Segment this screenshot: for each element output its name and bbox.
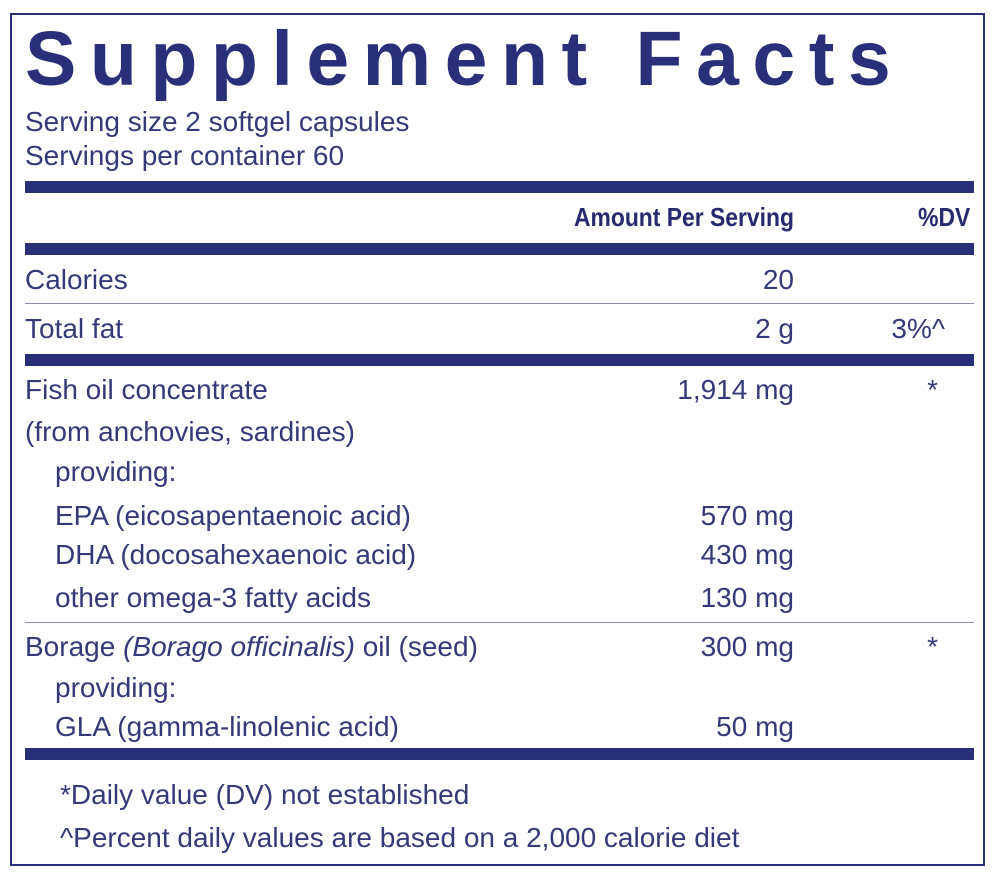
row-fish-oil-dv: * [927, 374, 938, 405]
row-calories-amount: 20 [762, 264, 794, 295]
row-providing: providing: [55, 672, 177, 703]
borage-latin-name: (Borago officinalis) [123, 631, 355, 662]
footnote-percent: ^Percent daily values are based on a 2,0… [60, 822, 740, 853]
row-fish-oil-name: Fish oil concentrate [25, 374, 268, 405]
header-dv: %DV [917, 202, 970, 232]
divider-thick [25, 181, 974, 193]
divider-thick [25, 243, 974, 255]
row-omega3-amount: 130 mg [700, 582, 794, 613]
row-dha-name: DHA (docosahexaenoic acid) [55, 539, 417, 570]
row-providing: providing: [55, 456, 177, 487]
row-calories-name: Calories [25, 264, 128, 295]
divider-thin [25, 303, 974, 304]
row-total-fat-amount: 2 g [755, 313, 794, 344]
row-fish-oil-source: (from anchovies, sardines) [25, 416, 355, 447]
row-epa-name: EPA (eicosapentaenoic acid) [55, 500, 411, 531]
borage-text: Borage [25, 631, 124, 662]
divider-thick [25, 354, 974, 366]
row-gla-name: GLA (gamma-linolenic acid) [55, 711, 399, 742]
row-omega3-name: other omega-3 fatty acids [55, 582, 371, 613]
row-borage-name: Borage (Borago officinalis) oil (seed) [25, 631, 478, 663]
servings-per-container: Servings per container 60 [25, 140, 345, 171]
row-epa-amount: 570 mg [700, 500, 794, 531]
serving-size: Serving size 2 softgel capsules [25, 106, 410, 137]
row-borage-amount: 300 mg [700, 631, 794, 662]
divider-thick [25, 748, 974, 760]
row-total-fat-dv: 3%^ [891, 313, 945, 344]
row-dha-amount: 430 mg [700, 539, 794, 570]
label-border [10, 13, 985, 866]
row-fish-oil-amount: 1,914 mg [677, 374, 794, 405]
row-total-fat-name: Total fat [25, 313, 124, 344]
row-borage-dv: * [927, 631, 938, 662]
footnote-dv: *Daily value (DV) not established [60, 779, 470, 810]
header-amount: Amount Per Serving [574, 202, 794, 232]
borage-text-post: oil (seed) [354, 631, 478, 662]
divider-thin [25, 622, 974, 623]
label-title: Supplement Facts [25, 16, 905, 102]
row-gla-amount: 50 mg [716, 711, 794, 742]
